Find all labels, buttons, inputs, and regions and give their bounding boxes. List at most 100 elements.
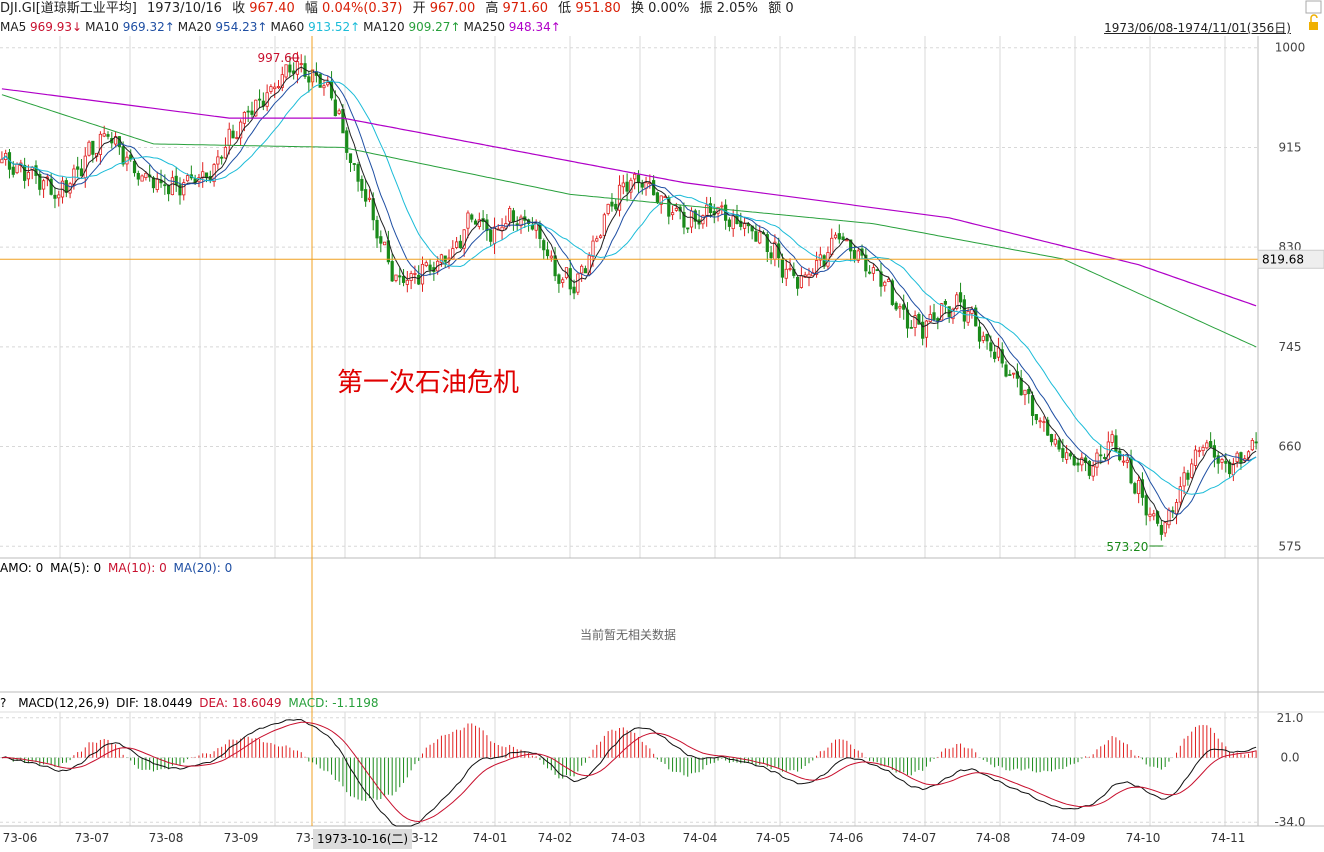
ma5-line	[1, 66, 1257, 523]
x-tick-label: 74-11	[1211, 831, 1246, 845]
close-value: 967.40	[249, 1, 295, 16]
macd-name[interactable]: MACD(12,26,9)	[18, 696, 110, 710]
candle-body	[367, 197, 372, 200]
change-value: 0.04%(0.37)	[322, 1, 403, 16]
symbol-name[interactable]: DJI.GI[道琼斯工业平均]	[0, 1, 137, 16]
candle-body	[1102, 457, 1107, 459]
candle-body	[932, 312, 936, 320]
candle-body	[394, 274, 398, 281]
x-tick-label: 74-03	[611, 831, 646, 845]
candle-body	[443, 255, 447, 262]
cursor-price-box	[1257, 249, 1324, 269]
x-tick-label: 74-04	[683, 831, 718, 845]
candle-body	[1106, 441, 1110, 460]
candle-body	[34, 165, 38, 176]
candle-body	[1224, 460, 1228, 464]
candle-body	[1121, 460, 1126, 463]
candle-body	[633, 173, 637, 180]
ma-legend-ma120: MA120 909.27↑	[363, 20, 461, 34]
candle-body	[576, 273, 580, 293]
wp-icon[interactable]	[1305, 0, 1322, 14]
candle-body	[1125, 459, 1129, 463]
candle-body	[1159, 524, 1163, 535]
ma120-line	[1, 94, 1257, 348]
candle-body	[519, 216, 523, 227]
candle-body	[958, 292, 963, 303]
close-label: 收	[232, 1, 246, 16]
candle-body	[489, 229, 493, 242]
candle-body	[379, 236, 383, 244]
candle-body	[295, 61, 300, 75]
candle-body	[0, 158, 4, 164]
candle-body	[1216, 455, 1220, 464]
candle-body	[280, 74, 284, 88]
amo-ma5: MA(5): 0	[50, 561, 102, 575]
candle-body	[765, 234, 769, 252]
candle-body	[1046, 419, 1050, 436]
candle-body	[841, 236, 845, 240]
candle-body	[83, 155, 87, 178]
candle-body	[682, 211, 686, 228]
candle-body	[57, 194, 61, 199]
candle-body	[993, 351, 997, 359]
candle-body	[417, 274, 421, 285]
candle-body	[288, 64, 292, 73]
amo-value: AMO: 0	[0, 561, 44, 575]
candle-body	[1038, 420, 1042, 423]
cursor-date-label: 1973-10-16(二)	[313, 829, 413, 849]
candle-body	[250, 110, 254, 115]
oil-crisis-annotation: 第一次石油危机	[337, 368, 520, 398]
candle-body	[598, 235, 603, 238]
price-tick-label: 915	[1279, 140, 1302, 154]
candle-body	[1190, 463, 1194, 478]
candle-body	[693, 210, 697, 222]
candle-body	[655, 192, 660, 203]
candle-body	[1000, 349, 1004, 364]
candle-body	[837, 233, 841, 240]
candle-body	[170, 177, 175, 196]
candle-body	[216, 156, 220, 165]
price-tick-label: 575	[1279, 539, 1302, 553]
candle-body	[136, 172, 140, 180]
candle-body	[883, 281, 887, 287]
candle-body	[1065, 452, 1069, 460]
cursor-price-label: 819.68	[1262, 252, 1304, 266]
low-label: 低	[558, 1, 572, 16]
candle-body	[121, 146, 125, 165]
candle-body	[1137, 480, 1141, 494]
date-range[interactable]: 1973/06/08-1974/11/01(356日)	[1104, 21, 1291, 35]
candle-body	[921, 321, 925, 339]
dif-line	[1, 718, 1257, 827]
candle-body	[454, 241, 459, 248]
candle-body	[1019, 378, 1023, 396]
candle-body	[102, 133, 106, 137]
lock-icon[interactable]	[1309, 22, 1318, 30]
x-tick-label: 74-06	[829, 831, 864, 845]
macd-tick-label: 0.0	[1280, 751, 1299, 765]
candle-body	[1167, 509, 1171, 526]
amount-label: 额	[768, 1, 782, 16]
candle-body	[265, 92, 269, 107]
candle-body	[53, 194, 57, 199]
help-icon[interactable]: ?	[0, 696, 7, 710]
candle-body	[364, 189, 368, 202]
candle-body	[269, 86, 273, 92]
candle-body	[807, 273, 811, 278]
candle-body	[223, 146, 228, 159]
x-tick-label: 74-08	[976, 831, 1011, 845]
candle-body	[849, 239, 853, 252]
candle-body	[163, 184, 167, 187]
macd-value: MACD: -1.1198	[288, 696, 379, 710]
candle-body	[1178, 486, 1182, 503]
candle-body	[780, 258, 785, 278]
x-tick-label: 73-06	[3, 831, 38, 845]
candle-body	[864, 254, 868, 272]
candle-body	[398, 275, 402, 278]
candle-body	[583, 268, 588, 274]
candle-body	[784, 268, 788, 279]
candle-body	[1205, 442, 1209, 449]
candle-body	[1254, 441, 1258, 444]
change-label: 幅	[304, 1, 318, 16]
candle-body	[466, 212, 470, 229]
